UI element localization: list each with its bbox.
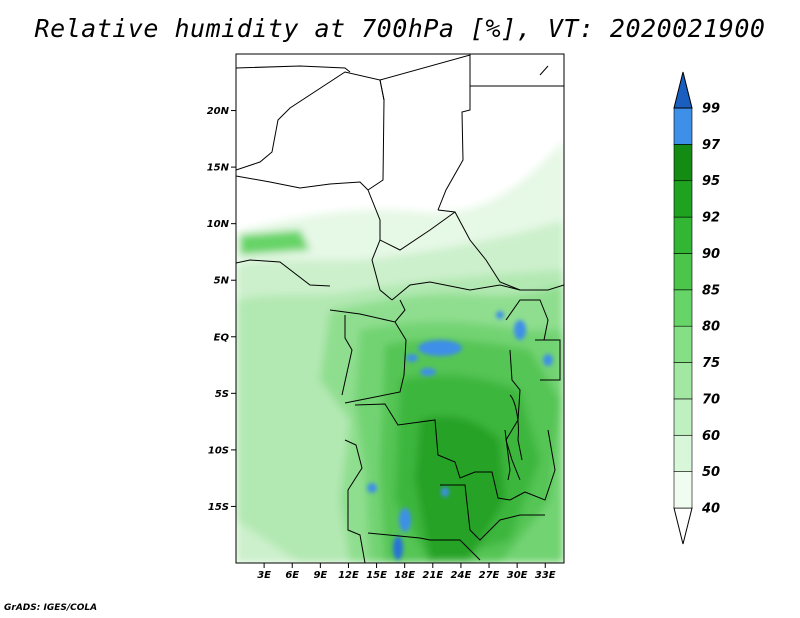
grads-credit: GrADS: IGES/COLA: [4, 603, 98, 613]
lon-tick-label: 30E: [507, 570, 528, 581]
colorbar-swatch: [673, 434, 693, 472]
map-title: Relative humidity at 700hPa [%], VT: 202…: [34, 14, 766, 43]
colorbar-label: 92: [702, 211, 720, 226]
colorbar-swatch: [673, 362, 693, 400]
lon-tick-label: 12E: [338, 570, 359, 581]
lon-tick-label: 3E: [257, 570, 271, 581]
colorbar-swatch: [673, 325, 693, 363]
lat-tick-label: EQ: [214, 332, 230, 343]
colorbar-label: 60: [702, 429, 720, 444]
lon-tick-label: 15E: [366, 570, 387, 581]
lat-tick-label: 15S: [208, 502, 229, 513]
lon-tick-label: 24E: [451, 570, 472, 581]
lat-tick-label: 20N: [207, 106, 230, 117]
colorbar-label: 99: [702, 102, 720, 117]
lon-tick-label: 33E: [535, 570, 556, 581]
lon-tick-label: 27E: [479, 570, 500, 581]
colorbar-swatch: [673, 144, 693, 182]
colorbar-high-cap: [673, 71, 693, 109]
lon-tick-label: 9E: [313, 570, 327, 581]
humidity-field: [236, 54, 564, 563]
country-borders: [236, 54, 564, 563]
colorbar: 40 50 60 70 75 80 85 90 92 95 97 99: [673, 71, 721, 545]
colorbar-label: 50: [702, 465, 720, 480]
lat-tick-label: 5N: [214, 276, 230, 287]
lat-tick-label: 10N: [207, 219, 230, 230]
colorbar-swatch: [673, 398, 693, 436]
colorbar-swatch: [673, 471, 693, 509]
lat-tick-label: 15N: [207, 163, 230, 174]
lat-tick-label: 10S: [208, 445, 229, 456]
colorbar-label: 70: [702, 392, 720, 407]
colorbar-label: 40: [701, 502, 720, 517]
colorbar-label: 90: [702, 247, 720, 262]
colorbar-label: 80: [702, 320, 720, 335]
colorbar-low-cap: [673, 507, 693, 545]
colorbar-label: 85: [702, 283, 720, 298]
lon-tick-label: 21E: [422, 570, 443, 581]
colorbar-swatch: [673, 180, 693, 218]
lon-tick-label: 18E: [394, 570, 415, 581]
lon-tick-label: 6E: [285, 570, 299, 581]
plot-frame: [235, 53, 565, 564]
colorbar-label: 75: [702, 356, 720, 371]
lat-tick-label: 5S: [215, 389, 229, 400]
longitude-axis: 3E 6E 9E 12E 15E 18E 21E 24E 27E 30E 33E: [257, 563, 556, 581]
colorbar-label: 95: [702, 174, 720, 189]
colorbar-swatch: [673, 253, 693, 291]
colorbar-swatch: [673, 216, 693, 254]
colorbar-label: 97: [702, 138, 721, 153]
colorbar-swatch: [673, 289, 693, 327]
latitude-axis: 20N 15N 10N 5N EQ 5S 10S 15S: [207, 106, 236, 513]
colorbar-swatch: [673, 107, 693, 145]
